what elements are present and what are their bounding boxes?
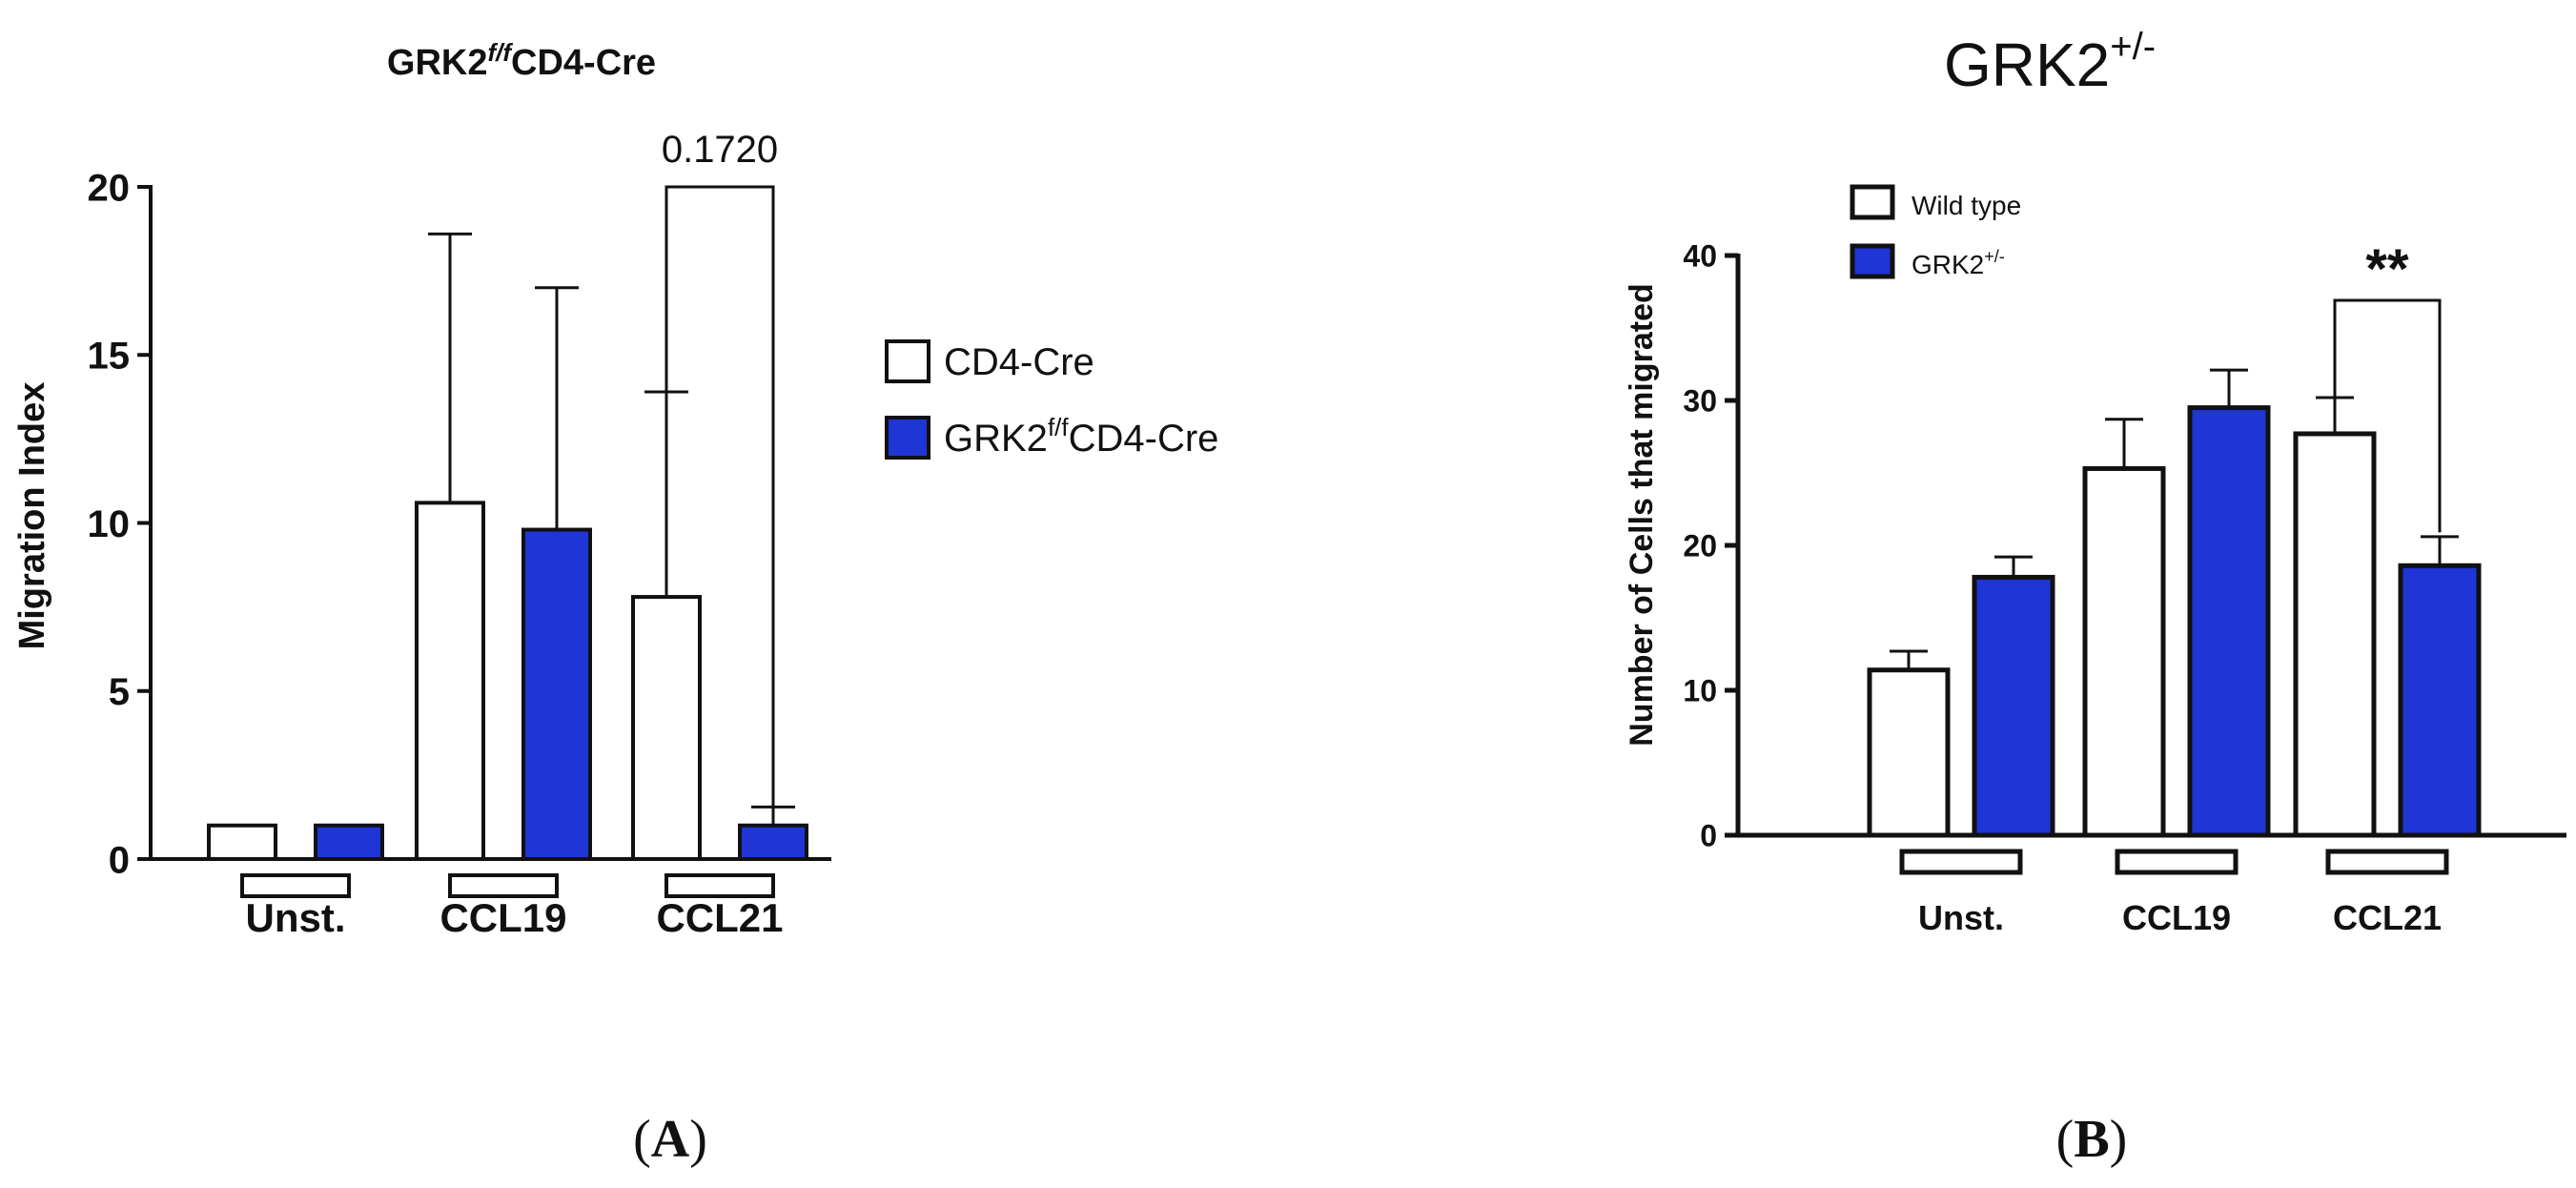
panel-a-category-marker-ccl19 [448, 873, 559, 898]
panel-b-bar-grk2-ccl19 [2187, 405, 2271, 838]
panel-b-y-axis-label: Number of Cells that migrated [1624, 283, 1660, 747]
panel-b-x-tick-label-ccl19: CCL19 [2122, 898, 2231, 937]
panel-a-legend: CD4-Cre GRK2f/fCD4-Cre [885, 339, 1218, 460]
panel-b-category-marker-ccl19 [2115, 849, 2239, 875]
panel-b-chart: GRK2+/- Number of Cells that migrated 0 1… [1624, 26, 2566, 1169]
panel-a-y-tick-label: 10 [88, 503, 131, 545]
panel-b-category-marker-ccl21 [2325, 849, 2449, 875]
legend-swatch-grk2-ff-cd4-cre [885, 416, 930, 460]
panel-b-y-tick-label: 20 [1683, 529, 1717, 563]
panel-b-category-marker-unst [1899, 849, 2023, 875]
panel-a-significance-bracket [664, 185, 775, 808]
panel-b-bar-grk2-unst [1972, 574, 2055, 838]
legend-label-grk2-het: GRK2+/- [1912, 247, 2005, 279]
panel-a-y-tick-label: 15 [88, 336, 131, 378]
legend-swatch-wild-type [1850, 184, 1895, 220]
legend-label-cd4-cre: CD4-Cre [944, 341, 1094, 383]
panel-a-bar-grk2f-fcd4-cre-ccl21 [738, 823, 808, 861]
panel-a-bar-cd4-cre-unst [207, 823, 277, 861]
panel-b-plot-area: 0 10 20 30 40 Unst. CCL19 CCL21 ** [1683, 238, 2566, 937]
panel-b-title: GRK2+/- [1944, 26, 2156, 99]
panel-b-significance-bracket [2333, 298, 2442, 533]
panel-b-y-tick-label: 10 [1683, 674, 1717, 708]
panel-b-y-tick-label: 40 [1683, 239, 1717, 274]
panel-b-bar-wild-type-ccl21 [2293, 431, 2377, 838]
panel-b-bar-grk2-ccl21 [2398, 563, 2482, 838]
panel-a-y-tick-label: 5 [109, 671, 130, 713]
panel-b-x-tick-label-unst: Unst. [1918, 898, 2004, 937]
panel-a-x-tick-label-ccl19: CCL19 [440, 895, 566, 940]
panel-a-category-marker-ccl21 [664, 873, 775, 898]
panel-a-plot-area: 0 5 10 15 20 Unst. CCL19 CCL21 0.1720 [88, 129, 831, 940]
panel-b-bar-wild-type-unst [1867, 667, 1951, 838]
legend-label-wild-type: Wild type [1912, 191, 2021, 220]
panel-a-y-tick-label: 20 [88, 167, 131, 209]
panel-a-y-axis-label: Migration Index [12, 382, 52, 650]
panel-a-x-tick-label-ccl21: CCL21 [656, 895, 783, 940]
panel-b-significance-label: ** [2365, 238, 2409, 300]
panel-a-bar-grk2f-fcd4-cre-unst [314, 823, 384, 861]
panel-a-bar-cd4-cre-ccl21 [631, 595, 702, 861]
legend-label-grk2-ff-cd4-cre: GRK2f/fCD4-Cre [944, 413, 1218, 460]
panel-b-y-tick-label: 30 [1683, 384, 1717, 419]
panel-b-y-tick-label: 0 [1700, 819, 1717, 853]
panel-b-bar-wild-type-ccl19 [2082, 465, 2166, 838]
panel-a-bar-grk2f-fcd4-cre-ccl19 [521, 527, 592, 861]
panel-a-significance-label: 0.1720 [662, 129, 778, 171]
panel-b-x-tick-label-ccl21: CCL21 [2333, 898, 2442, 937]
panel-a-bar-cd4-cre-ccl19 [415, 501, 485, 861]
panel-b-label: (B) [2056, 1110, 2128, 1169]
legend-swatch-grk2-het [1850, 243, 1895, 279]
legend-swatch-cd4-cre [885, 339, 930, 383]
panel-a-chart: GRK2f/fCD4-Cre Migration Index 0 5 10 15 20 U… [12, 38, 1218, 1169]
panel-a-title: GRK2f/fCD4-Cre [387, 38, 656, 83]
panel-a-category-marker-unst [240, 873, 351, 898]
panel-a-y-tick-label: 0 [109, 839, 130, 881]
panel-b-legend: Wild type GRK2+/- [1850, 184, 2021, 279]
panel-a-x-tick-label-unst: Unst. [246, 895, 346, 940]
panel-a-label: (A) [633, 1110, 707, 1169]
